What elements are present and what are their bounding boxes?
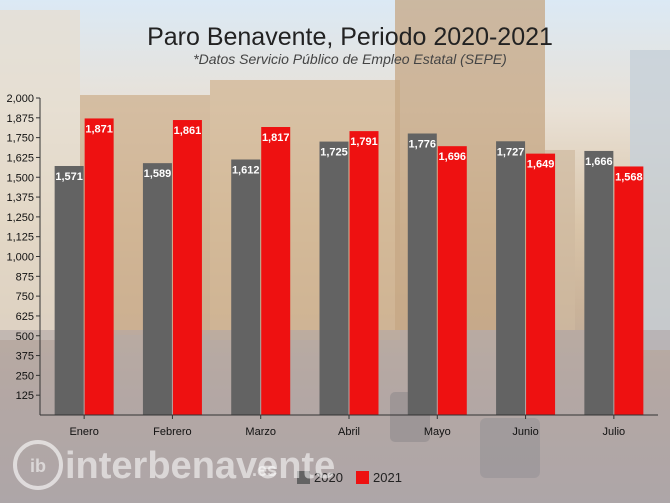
bar-2021-marzo <box>261 127 291 416</box>
x-category-label: Febrero <box>153 426 192 438</box>
y-tick-label: 875 <box>16 271 34 283</box>
bar-2020-febrero <box>142 163 172 415</box>
legend-swatch-2020 <box>297 471 310 484</box>
bar-2021-mayo <box>437 146 467 415</box>
y-tick-label: 1,000 <box>6 252 34 264</box>
x-category-label: Marzo <box>245 426 276 438</box>
y-tick-label: 1,375 <box>6 192 34 204</box>
x-category-label: Junio <box>512 426 538 438</box>
bar-2021-junio <box>526 153 556 416</box>
watermark-logo: ib interbenavente .es <box>13 440 335 490</box>
x-category-label: Mayo <box>424 426 451 438</box>
y-axis: 125 250 375 500 625 750 875 1,000 1,125 1,250 1,37… <box>6 93 41 415</box>
y-tick-label: 1,250 <box>6 212 34 224</box>
chart-title: Paro Benavente, Periodo 2020-2021 <box>147 23 553 51</box>
data-label-2021-febrero: 1,861 <box>174 125 202 137</box>
bar-2021-febrero <box>172 120 202 416</box>
y-tick-label: 125 <box>16 390 34 402</box>
bar-labels: 1,571 1,871 1,589 1,861 1,612 1,817 1,7251,791… <box>55 123 642 183</box>
data-label-2021-junio: 1,649 <box>527 159 555 171</box>
data-label-2021-abril: 1,791 <box>350 136 378 148</box>
x-category-label: Abril <box>338 426 360 438</box>
bar-2020-enero <box>54 165 84 415</box>
y-tick-label: 625 <box>16 311 34 323</box>
legend-swatch-2021 <box>356 471 369 484</box>
y-tick-label: 250 <box>16 370 34 382</box>
data-label-2020-febrero: 1,589 <box>144 168 172 180</box>
y-tick-label: 1,625 <box>6 152 34 164</box>
data-label-2020-abril: 1,725 <box>320 147 348 159</box>
bar-2021-enero <box>84 118 114 415</box>
legend-label-2020: 2020 <box>314 470 343 485</box>
y-tick-label: 1,875 <box>6 113 34 125</box>
y-tick-label: 1,125 <box>6 232 34 244</box>
data-label-2020-marzo: 1,612 <box>232 164 260 176</box>
y-tick-label: 500 <box>16 331 34 343</box>
watermark-circle-icon <box>13 440 63 490</box>
bar-2021-abril <box>349 131 379 415</box>
y-tick-label: 750 <box>16 291 34 303</box>
x-category-label: Julio <box>603 426 626 438</box>
bar-2020-abril <box>319 141 349 415</box>
bar-2021-julio <box>614 166 644 415</box>
data-label-2021-julio: 1,568 <box>615 171 643 183</box>
data-label-2021-mayo: 1,696 <box>439 151 467 163</box>
bar-2020-junio <box>496 141 526 415</box>
watermark-suffix: .es <box>252 460 277 480</box>
y-tick-label: 1,750 <box>6 133 34 145</box>
y-tick-label: 375 <box>16 351 34 363</box>
data-label-2021-enero: 1,871 <box>85 123 113 135</box>
watermark-logo-letters: ib <box>30 456 46 476</box>
x-category-label: Enero <box>69 426 98 438</box>
bars <box>54 118 644 416</box>
data-label-2020-junio: 1,727 <box>497 146 525 158</box>
chart-subtitle: *Datos Servicio Público de Empleo Estata… <box>193 51 507 67</box>
data-label-2020-mayo: 1,776 <box>409 139 437 151</box>
watermark-text: interbenavente <box>65 445 335 487</box>
bar-2020-marzo <box>231 159 261 415</box>
y-tick-label: 2,000 <box>6 93 34 105</box>
legend-label-2021: 2021 <box>373 470 402 485</box>
bar-2020-julio <box>584 150 614 415</box>
data-label-2020-enero: 1,571 <box>55 171 83 183</box>
y-tick-label: 1,500 <box>6 172 34 184</box>
x-axis: Enero Febrero Marzo Abril Mayo Junio Julio <box>40 414 658 438</box>
bar-2020-mayo <box>407 133 437 415</box>
legend: 2020 2021 <box>297 470 402 485</box>
data-label-2021-marzo: 1,817 <box>262 132 290 144</box>
data-label-2020-julio: 1,666 <box>585 156 613 168</box>
